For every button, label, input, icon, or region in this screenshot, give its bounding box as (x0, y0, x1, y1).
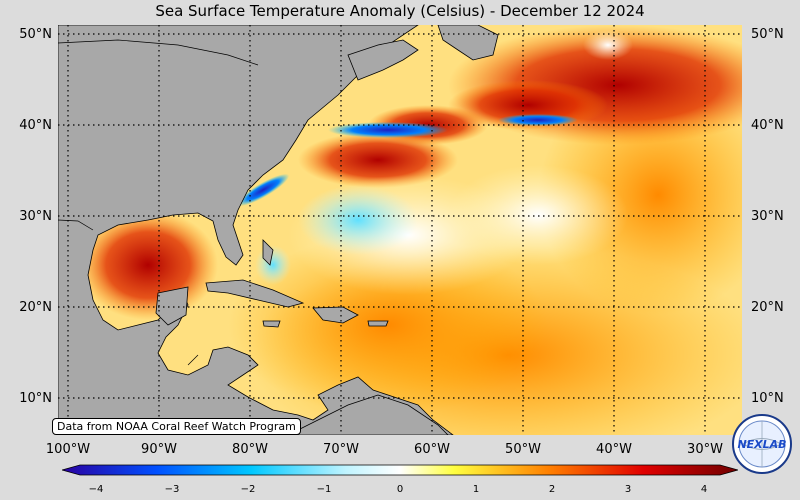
nexlab-logo: NEXLAB (732, 414, 792, 474)
political-borders (58, 39, 259, 366)
lat-label-left: 10°N (19, 391, 52, 406)
lon-label: 60°W (414, 442, 450, 457)
lat-label-right: 40°N (751, 118, 784, 133)
lon-label: 30°W (687, 442, 723, 457)
lat-label-right: 30°N (751, 209, 784, 224)
nova-scotia-land (347, 39, 419, 81)
logo-text: NEXLAB (737, 438, 786, 451)
puerto-rico-land (367, 320, 389, 327)
colorbar-tick: 4 (700, 484, 708, 495)
colorbar-tick: −3 (164, 484, 180, 495)
data-credit-label: Data from NOAA Coral Reef Watch Program (52, 418, 301, 435)
yucatan-land (155, 286, 189, 326)
lat-label-right: 10°N (751, 391, 784, 406)
lon-label: 70°W (323, 442, 359, 457)
colorbar-tick: 1 (472, 484, 480, 495)
sst-field (58, 25, 742, 435)
colorbar-tick: 0 (396, 484, 404, 495)
land-masses (58, 25, 499, 435)
bahamas-land (262, 239, 274, 266)
lat-label-right: 50°N (751, 27, 784, 42)
map-canvas (58, 25, 742, 435)
map-title: Sea Surface Temperature Anomaly (Celsius… (155, 2, 645, 20)
colorbar-tick: −4 (88, 484, 104, 495)
colorbar-tick: 2 (548, 484, 556, 495)
lon-label: 100°W (45, 442, 91, 457)
colorbar-tick: −2 (240, 484, 256, 495)
lon-label: 40°W (596, 442, 632, 457)
south-america-land (287, 394, 449, 435)
lat-label-right: 20°N (751, 300, 784, 315)
lat-label-left: 20°N (19, 300, 52, 315)
lon-label: 80°W (232, 442, 268, 457)
lat-label-left: 40°N (19, 118, 52, 133)
graticule (58, 25, 742, 435)
colorbar (62, 464, 738, 476)
lat-label-left: 50°N (19, 27, 52, 42)
colorbar-tick: −1 (316, 484, 332, 495)
lon-label: 50°W (505, 442, 541, 457)
sst-anomaly-map (58, 25, 742, 435)
jamaica-land (262, 320, 281, 328)
colorbar-tick: 3 (624, 484, 632, 495)
lon-label: 90°W (141, 442, 177, 457)
lat-label-left: 30°N (19, 209, 52, 224)
